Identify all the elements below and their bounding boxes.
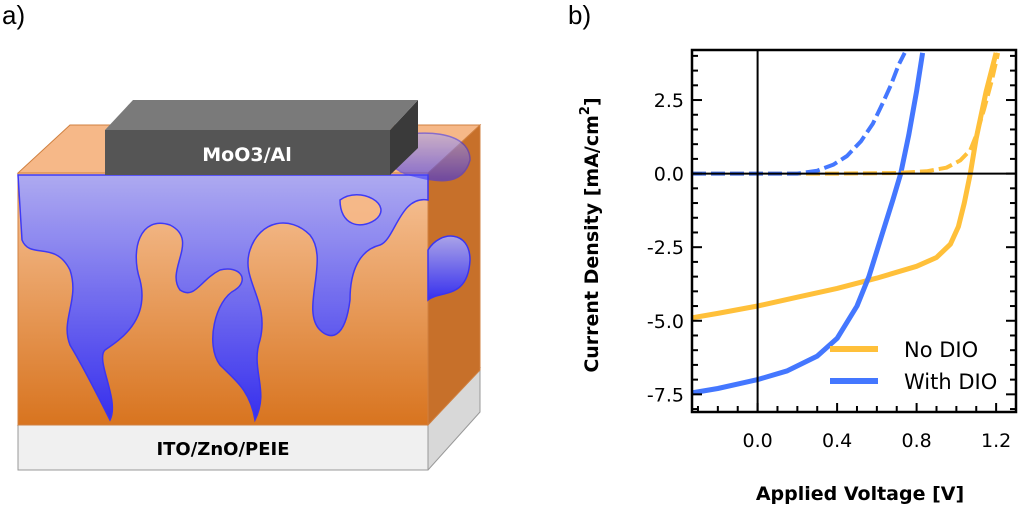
bottom-electrode-label: ITO/ZnO/PEIE xyxy=(156,439,289,460)
y-tick-label: -2.5 xyxy=(647,237,684,259)
legend-label: With DIO xyxy=(904,370,997,394)
series-with-dio xyxy=(691,52,926,396)
x-tick-label: 1.2 xyxy=(981,430,1011,452)
x-tick-label: 0.8 xyxy=(902,430,932,452)
x-axis-label: Applied Voltage [V] xyxy=(756,483,964,505)
series-with-dio-dark xyxy=(692,51,907,176)
series-no-dio-dark xyxy=(692,52,1001,176)
y-tick-label: -5.0 xyxy=(647,311,684,333)
y-tick-label: -7.5 xyxy=(647,384,684,406)
y-axis-label: Current Density [mA/cm2] xyxy=(578,97,603,372)
series-no-dio xyxy=(691,52,999,321)
legend-label: No DIO xyxy=(904,338,978,362)
panel-b-label: b) xyxy=(568,0,592,30)
x-tick-label: 0.4 xyxy=(822,430,852,452)
plot-frame xyxy=(690,48,1018,414)
y-tick-label: 2.5 xyxy=(654,90,684,112)
donor-phase-network xyxy=(17,132,471,423)
x-tick-label: 0.0 xyxy=(742,430,772,452)
device-diagram: MoO3/Al ITO/ZnO/PEIE xyxy=(16,100,482,471)
panel-a-label: a) xyxy=(2,0,26,30)
top-electrode-label: MoO3/Al xyxy=(202,144,292,166)
y-tick-label: 0.0 xyxy=(654,164,684,186)
top-electrode-moo3-al xyxy=(105,100,418,175)
